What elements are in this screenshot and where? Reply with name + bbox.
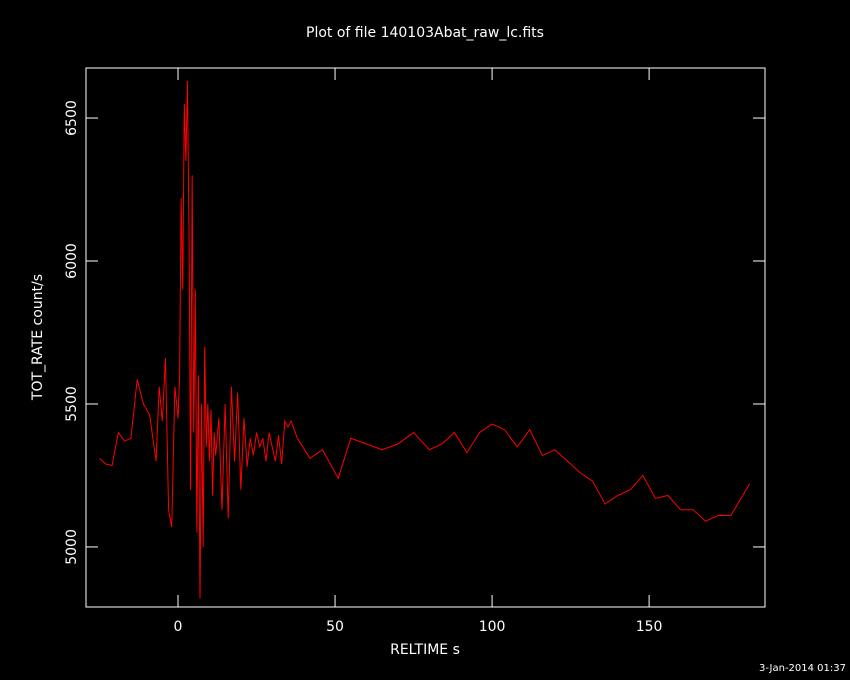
footer: 3-Jan-2014 01:37	[759, 663, 846, 674]
x-tick-label: 50	[326, 619, 344, 635]
data-line	[99, 80, 751, 599]
y-tick-label: 5000	[64, 529, 80, 565]
plot-frame	[85, 67, 766, 608]
x-tick-label: 100	[479, 619, 506, 635]
y-tick-label: 6000	[64, 243, 80, 279]
x-tick-label: 150	[636, 619, 663, 635]
x-tick-label: 0	[174, 619, 183, 635]
x-axis-label: RELTIME s	[390, 642, 460, 658]
y-tick-label: 6500	[64, 100, 80, 136]
y-tick-label: 5500	[64, 386, 80, 422]
y-axis-label: TOT_RATE count/s	[30, 274, 46, 401]
chart-title: Plot of file 140103Abat_raw_lc.fits	[306, 25, 544, 41]
